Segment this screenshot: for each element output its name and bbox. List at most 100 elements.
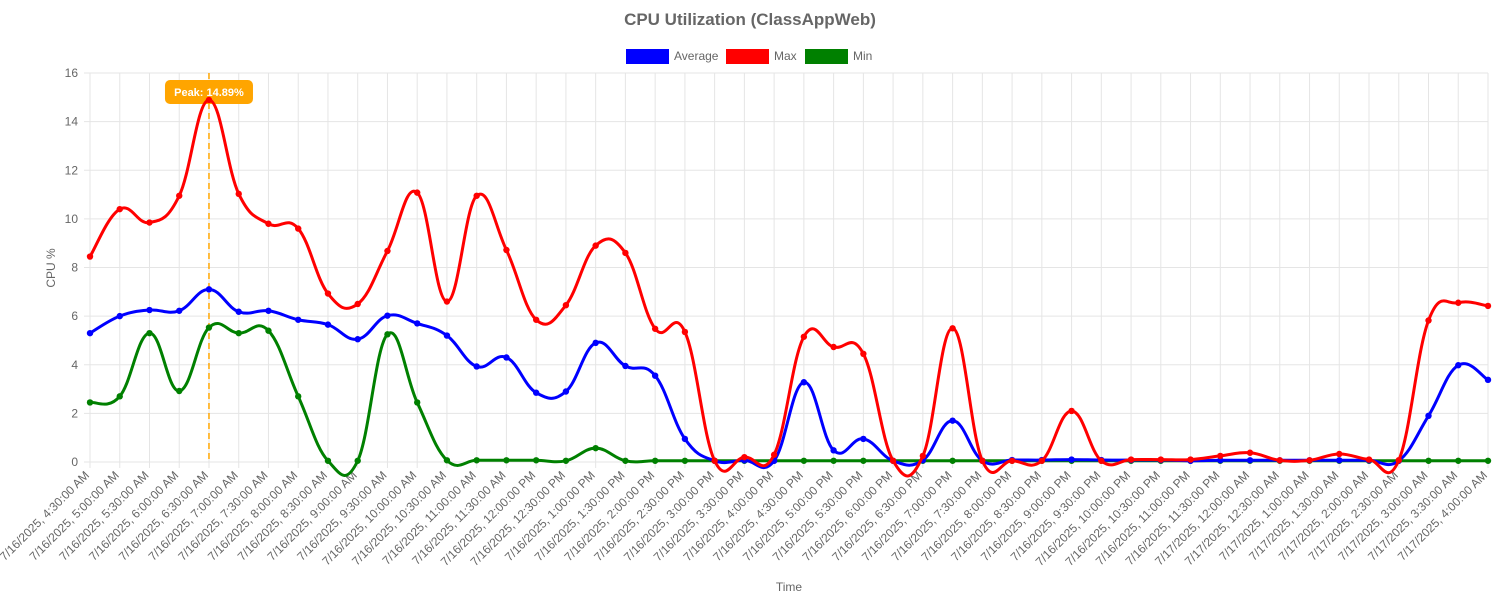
data-point-average xyxy=(324,321,332,328)
data-point-min xyxy=(532,457,540,464)
data-point-min xyxy=(1425,457,1432,464)
data-point-average xyxy=(1484,376,1492,384)
data-point-average xyxy=(1217,457,1224,464)
data-point-max xyxy=(532,316,540,323)
peak-annotation: Peak: 14.89% xyxy=(164,73,253,462)
y-axis-ticks: 0 2 4 6 8 10 12 14 16 xyxy=(65,66,79,469)
data-point-max xyxy=(265,220,272,227)
data-point-average xyxy=(384,312,391,319)
data-point-min xyxy=(860,457,867,464)
data-point-max xyxy=(443,298,451,305)
data-point-max xyxy=(205,96,213,104)
data-point-max xyxy=(622,249,629,257)
x-axis-label: Time xyxy=(776,580,803,594)
data-point-max xyxy=(1217,452,1224,460)
data-point-average xyxy=(205,286,213,293)
legend-swatch-average xyxy=(626,49,669,64)
data-point-average xyxy=(413,320,421,327)
data-point-max xyxy=(1187,456,1194,463)
y-tick-label: 10 xyxy=(65,212,79,226)
data-point-max xyxy=(741,453,748,461)
data-point-min xyxy=(354,457,361,464)
data-point-average xyxy=(473,363,480,370)
data-point-average xyxy=(681,435,689,443)
data-point-average xyxy=(295,316,302,323)
y-tick-label: 8 xyxy=(71,261,78,275)
chart-title: CPU Utilization (ClassAppWeb) xyxy=(624,10,876,29)
data-point-average xyxy=(860,435,867,443)
data-point-max xyxy=(503,246,510,254)
data-point-min xyxy=(443,457,451,464)
data-point-average xyxy=(354,336,361,343)
legend-swatch-min xyxy=(805,49,848,64)
data-point-max xyxy=(979,457,986,464)
data-point-max xyxy=(384,247,391,255)
grid-lines xyxy=(84,72,1489,468)
data-point-max xyxy=(176,192,183,199)
data-point-average xyxy=(176,307,183,314)
data-point-average xyxy=(1068,456,1075,463)
data-point-average xyxy=(503,354,510,361)
data-point-average xyxy=(86,329,94,337)
data-point-max xyxy=(562,301,570,309)
data-point-average xyxy=(265,307,272,314)
series-lines xyxy=(86,96,1492,478)
data-point-max xyxy=(1365,456,1373,463)
data-point-average xyxy=(622,362,629,370)
data-point-max xyxy=(860,350,867,358)
data-point-max xyxy=(1068,407,1075,415)
data-point-max xyxy=(86,253,94,260)
chart-legend: Average Max Min xyxy=(626,49,872,64)
data-point-min xyxy=(503,457,510,464)
data-point-average xyxy=(532,389,540,396)
data-point-average xyxy=(146,306,153,314)
data-point-max xyxy=(413,189,421,196)
data-point-min xyxy=(324,457,332,464)
data-point-max xyxy=(324,290,332,297)
data-point-max xyxy=(1276,457,1283,464)
data-point-max xyxy=(473,192,480,199)
data-point-min xyxy=(800,457,808,464)
data-point-average xyxy=(830,447,837,454)
data-point-min xyxy=(562,457,570,464)
data-point-max xyxy=(1098,457,1105,464)
data-point-average xyxy=(800,379,808,386)
data-point-max xyxy=(711,457,718,464)
data-point-average xyxy=(235,308,242,315)
y-tick-label: 2 xyxy=(71,406,78,420)
data-point-max xyxy=(592,242,599,249)
data-point-max xyxy=(1157,456,1165,463)
data-point-max xyxy=(1306,457,1313,464)
data-point-max xyxy=(1336,450,1343,458)
data-point-min xyxy=(265,327,272,334)
legend-swatch-max xyxy=(726,49,769,64)
data-point-average xyxy=(1246,457,1254,464)
data-point-max xyxy=(1484,302,1492,310)
data-point-max xyxy=(919,452,927,460)
data-point-average xyxy=(651,372,659,379)
data-point-average xyxy=(1455,362,1462,369)
data-point-average xyxy=(562,388,570,395)
data-point-max xyxy=(1425,317,1432,324)
legend-label-max: Max xyxy=(774,49,797,63)
y-axis-label: CPU % xyxy=(44,248,58,288)
data-point-min xyxy=(86,399,94,406)
data-point-max xyxy=(295,225,302,232)
legend-label-average: Average xyxy=(674,49,719,63)
data-point-max xyxy=(681,328,689,336)
data-point-min xyxy=(116,393,123,400)
data-point-max xyxy=(1127,456,1135,463)
data-point-max xyxy=(1455,299,1462,306)
data-point-average xyxy=(592,339,599,347)
y-tick-label: 4 xyxy=(71,358,78,372)
data-point-max xyxy=(116,205,123,213)
y-tick-label: 0 xyxy=(71,455,78,469)
data-point-max xyxy=(1395,457,1402,464)
data-point-min xyxy=(622,457,629,464)
data-point-max xyxy=(1008,457,1016,464)
data-point-average xyxy=(1336,457,1343,464)
x-axis-ticks: 7/16/2025, 4:30:00 AM7/16/2025, 5:00:00 … xyxy=(0,468,1490,568)
peak-label-box xyxy=(164,80,253,104)
y-tick-label: 6 xyxy=(71,309,78,323)
